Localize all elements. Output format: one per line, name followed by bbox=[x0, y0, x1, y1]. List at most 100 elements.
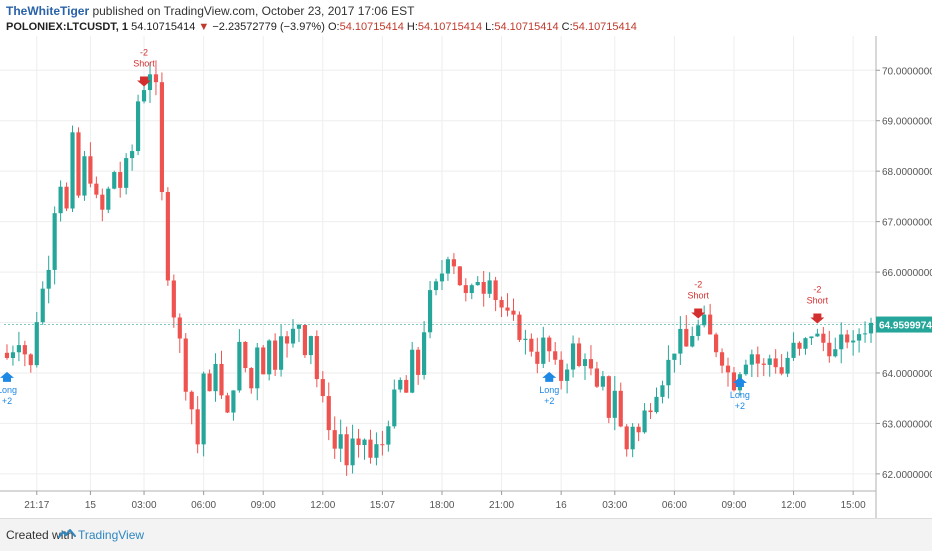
tradingview-brand[interactable]: TradingView bbox=[78, 528, 145, 542]
candle bbox=[821, 326, 826, 352]
candle bbox=[439, 259, 445, 290]
candle bbox=[618, 382, 623, 428]
candle bbox=[52, 206, 57, 285]
candle bbox=[135, 94, 141, 156]
low-value: 54.10715414 bbox=[494, 21, 559, 33]
candle bbox=[94, 176, 99, 199]
candle bbox=[279, 324, 284, 377]
candle bbox=[690, 326, 695, 348]
long-signal: Long+2 bbox=[539, 371, 559, 406]
candle bbox=[70, 125, 75, 213]
candle bbox=[559, 351, 564, 390]
candle bbox=[273, 333, 278, 377]
candle bbox=[493, 276, 498, 312]
candle bbox=[106, 186, 111, 214]
candle bbox=[636, 423, 641, 442]
signal-label-top: -2 bbox=[140, 47, 148, 57]
candle bbox=[261, 344, 266, 375]
candle bbox=[487, 272, 492, 299]
candle bbox=[249, 367, 254, 394]
candle bbox=[570, 335, 576, 378]
time-axis[interactable]: 21:17 15 03:00 06:00 09:00 12:00 15:07 18:00 21:… bbox=[24, 491, 866, 511]
candle bbox=[58, 180, 63, 222]
candle bbox=[827, 330, 832, 363]
candle bbox=[481, 270, 486, 307]
candle bbox=[410, 341, 415, 394]
candle bbox=[213, 353, 218, 402]
candle bbox=[600, 370, 605, 391]
author-link[interactable]: TheWhiteTiger bbox=[6, 4, 90, 18]
candle bbox=[225, 392, 230, 414]
candle bbox=[368, 429, 373, 464]
candle bbox=[588, 345, 594, 376]
open-value: 54.10715414 bbox=[339, 21, 404, 33]
candle bbox=[189, 390, 194, 425]
x-tick-label: 06:00 bbox=[191, 500, 216, 511]
candle bbox=[4, 344, 10, 360]
candle bbox=[219, 350, 224, 399]
candle bbox=[767, 354, 772, 377]
candle bbox=[350, 424, 355, 474]
candle bbox=[332, 416, 337, 459]
candle bbox=[22, 340, 27, 367]
candle bbox=[815, 328, 820, 337]
candle bbox=[666, 345, 671, 399]
signal-label-bottom: Short bbox=[807, 296, 829, 306]
candle bbox=[761, 358, 766, 377]
candle bbox=[475, 276, 480, 286]
candle bbox=[576, 337, 582, 368]
signal-label-bottom: Short bbox=[133, 58, 155, 68]
candle bbox=[46, 255, 51, 304]
candle bbox=[505, 293, 510, 317]
candle bbox=[445, 256, 451, 281]
chart-background bbox=[0, 36, 932, 518]
candle bbox=[398, 377, 403, 393]
signal-label-bottom: +2 bbox=[2, 396, 12, 406]
candle bbox=[16, 331, 21, 362]
candle bbox=[833, 337, 838, 358]
candle bbox=[422, 321, 427, 380]
candle bbox=[714, 332, 719, 358]
candle bbox=[255, 342, 260, 401]
y-tick-label: 68.00000000 bbox=[882, 167, 932, 178]
candle bbox=[267, 339, 272, 381]
short-arrow-icon bbox=[137, 76, 152, 87]
x-tick-label: 21:17 bbox=[24, 500, 49, 511]
x-tick-label: 15:07 bbox=[370, 500, 395, 511]
candle bbox=[28, 353, 33, 373]
candle bbox=[404, 375, 409, 393]
candle bbox=[386, 420, 391, 452]
candle bbox=[374, 432, 379, 466]
candle bbox=[684, 315, 689, 347]
candle bbox=[207, 369, 212, 392]
candle bbox=[10, 345, 16, 366]
candle bbox=[565, 363, 570, 394]
published-text: published on TradingView.com, October 23… bbox=[89, 4, 415, 18]
price-change: −2.23572779 (−3.97%) bbox=[212, 21, 325, 33]
y-tick-label: 67.00000000 bbox=[882, 218, 932, 229]
candle bbox=[749, 349, 754, 378]
candle bbox=[708, 303, 713, 335]
y-tick-label: 70.00000000 bbox=[882, 66, 932, 77]
symbol-label[interactable]: POLONIEX:LTCUSDT, 1 bbox=[6, 21, 129, 33]
candle bbox=[416, 346, 421, 385]
candle bbox=[696, 319, 701, 341]
candle bbox=[529, 333, 534, 357]
candle bbox=[785, 351, 790, 378]
candle bbox=[535, 337, 540, 374]
candle bbox=[553, 342, 558, 365]
candle bbox=[660, 380, 665, 404]
candle bbox=[612, 376, 617, 431]
price-chart[interactable]: -2ShortLong+2Long+2-2ShortLong+2-2Short … bbox=[0, 36, 932, 518]
tradingview-logo-icon bbox=[58, 529, 76, 538]
candle bbox=[326, 382, 331, 441]
high-value: 54.10715414 bbox=[417, 21, 483, 33]
candle bbox=[642, 403, 647, 434]
y-tick-label: 62.00000000 bbox=[882, 470, 932, 481]
candle bbox=[469, 283, 474, 300]
candle bbox=[719, 348, 725, 374]
candle bbox=[290, 319, 296, 348]
candle bbox=[851, 330, 856, 356]
candle bbox=[427, 281, 433, 339]
